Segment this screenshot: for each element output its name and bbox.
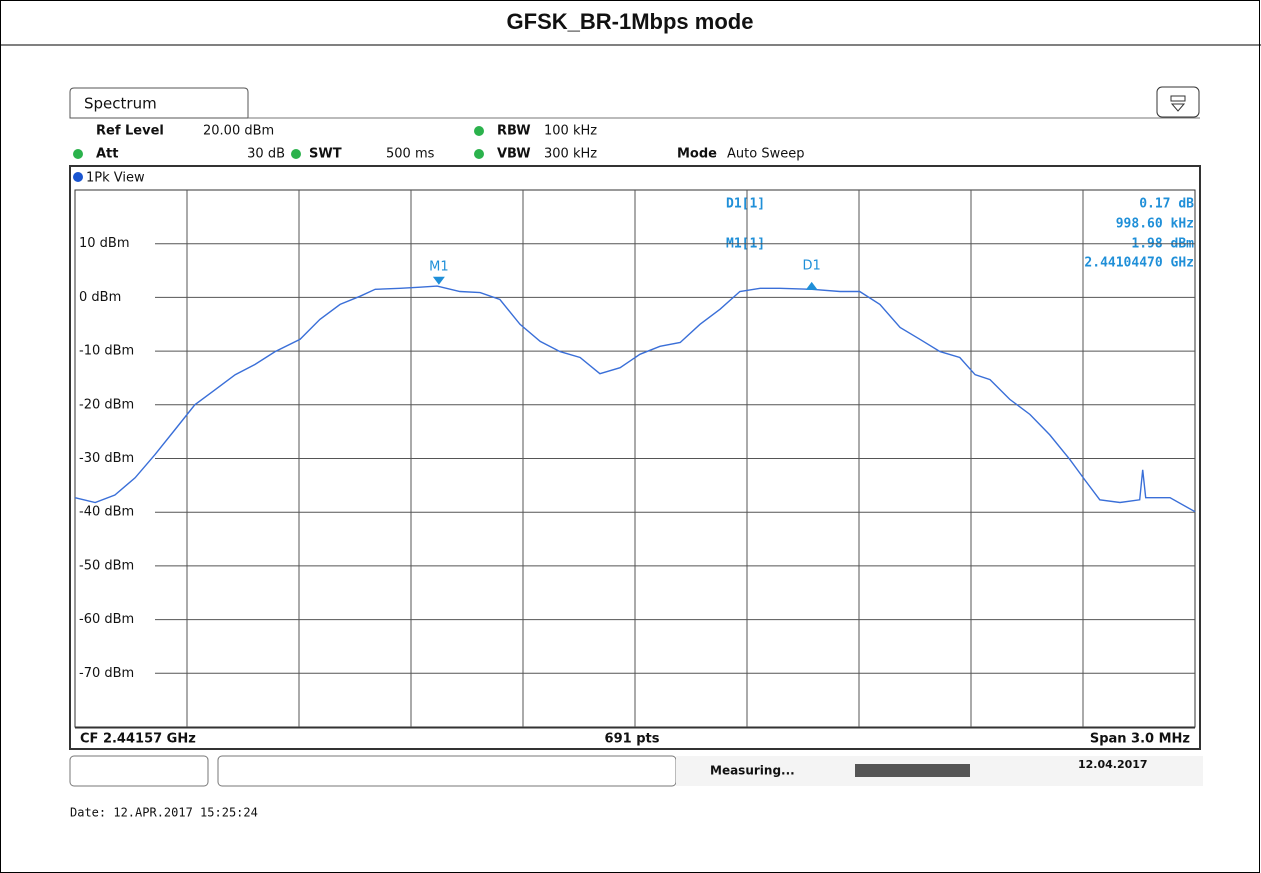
vbw-label: VBW — [497, 147, 531, 162]
att-value: 30 dB — [247, 147, 285, 162]
vbw-led — [474, 149, 484, 159]
trace — [74, 285, 1196, 513]
menu-icon[interactable] — [1156, 86, 1200, 118]
ref-label: Ref Level — [96, 124, 164, 139]
y-tick-label: -30 dBm — [79, 451, 134, 466]
menu-glyph — [1170, 95, 1186, 112]
marker-d1-name: D1[1] — [726, 197, 765, 212]
y-tick-label: -20 dBm — [79, 397, 134, 412]
date-line: Date: 12.APR.2017 15:25:24 — [70, 806, 258, 820]
vbw-value: 300 kHz — [544, 147, 597, 162]
mode-value: Auto Sweep — [727, 147, 804, 162]
rbw-value: 100 kHz — [544, 124, 597, 139]
marker-d1-freq: 998.60 kHz — [1116, 217, 1194, 232]
y-tick-label: 10 dBm — [79, 236, 130, 251]
status-box-1 — [69, 755, 209, 787]
footer-points: 691 pts — [605, 732, 660, 747]
swt-led — [291, 149, 301, 159]
marker-label: M1 — [429, 259, 449, 274]
swt-value: 500 ms — [386, 147, 435, 162]
mode-label: Mode — [677, 147, 717, 162]
marker-d1-level: 0.17 dB — [1139, 197, 1194, 212]
y-tick-label: 0 dBm — [79, 290, 121, 305]
marker-m1-freq: 2.44104470 GHz — [1084, 256, 1194, 271]
view-led — [73, 172, 83, 182]
att-label: Att — [96, 147, 119, 162]
progress-bar — [855, 764, 970, 777]
status-date: 12.04.2017 — [1078, 758, 1148, 771]
marker — [432, 276, 445, 285]
footer-center: CF 2.44157 GHz — [80, 732, 196, 747]
swt-label: SWT — [309, 147, 342, 162]
view-label: 1Pk View — [86, 171, 145, 186]
y-tick-label: -70 dBm — [79, 666, 134, 681]
rbw-label: RBW — [497, 124, 531, 139]
rbw-led — [474, 126, 484, 136]
y-tick-label: -40 dBm — [79, 505, 134, 520]
y-tick-label: -50 dBm — [79, 558, 134, 573]
status-box-2 — [217, 755, 677, 787]
status-state: Measuring... — [710, 764, 795, 778]
marker — [805, 281, 818, 290]
ref-value: 20.00 dBm — [203, 124, 274, 139]
footer-span: Span 3.0 MHz — [1090, 732, 1190, 747]
y-tick-label: -10 dBm — [79, 344, 134, 359]
y-tick-label: -60 dBm — [79, 612, 134, 627]
att-led — [73, 149, 83, 159]
tab-label: Spectrum — [84, 95, 157, 113]
tab — [69, 87, 249, 119]
marker-label: D1 — [803, 258, 821, 273]
title: GFSK_BR-1Mbps mode — [507, 9, 754, 34]
